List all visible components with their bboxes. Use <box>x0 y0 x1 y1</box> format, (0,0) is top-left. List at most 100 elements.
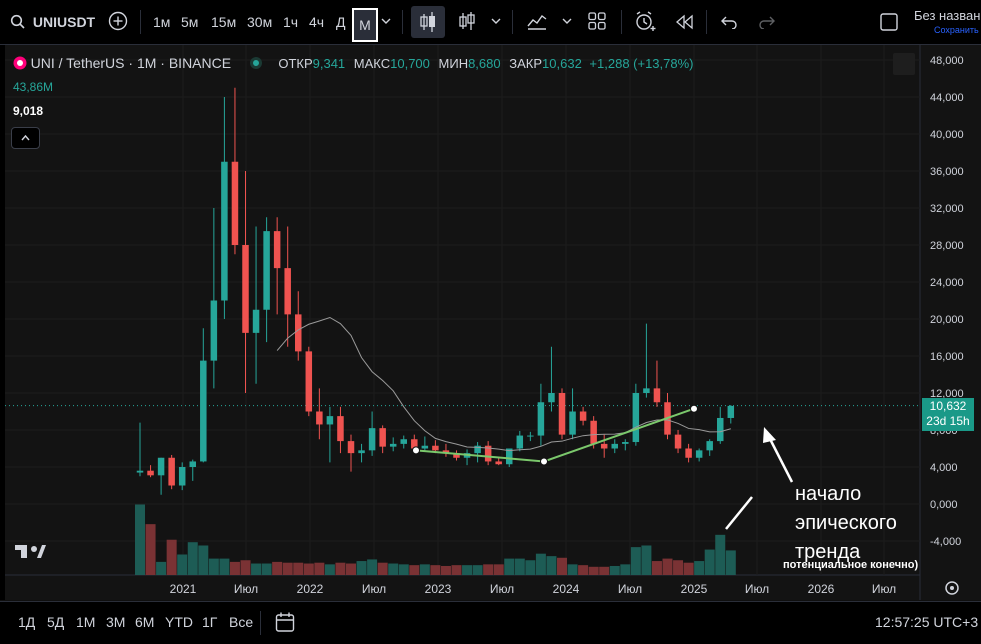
price-axis[interactable]: 48,000 44,000 40,000 36,000 32,000 28,000 24,0… <box>930 55 964 548</box>
close-label: ЗАКР <box>509 56 543 71</box>
range-3m[interactable]: 3М <box>106 614 126 630</box>
volume-bar <box>356 561 367 575</box>
area-chart-icon <box>527 15 547 30</box>
range-ytd[interactable]: YTD <box>165 614 193 630</box>
settings-gear-icon[interactable] <box>945 581 959 595</box>
interval-1h[interactable]: 1ч <box>283 14 299 30</box>
last-price: 10,632 <box>929 399 967 413</box>
candles-chart-type-button[interactable] <box>411 6 445 38</box>
undo-button[interactable] <box>720 10 738 34</box>
range-6m[interactable]: 6М <box>135 614 155 630</box>
toolbar-divider <box>621 10 622 34</box>
volume-bar <box>557 557 567 575</box>
change-value: +1,288 (+13,78%) <box>589 56 694 71</box>
candle-body <box>337 416 344 442</box>
goto-date-button[interactable] <box>275 611 295 636</box>
range-1m[interactable]: 1М <box>76 614 96 630</box>
time-tick-label: Июл <box>234 582 258 596</box>
range-5d[interactable]: 5Д <box>47 614 65 630</box>
indicators-dropdown[interactable] <box>561 10 573 34</box>
time-tick-label: Июл <box>490 582 514 596</box>
interval-day[interactable]: Д <box>336 14 346 30</box>
annotation-line-3: тренда <box>795 541 861 563</box>
layout-name[interactable]: Без назван <box>914 8 981 23</box>
scale-settings-button[interactable] <box>893 53 915 75</box>
candle-body <box>210 300 218 361</box>
volume-bar <box>251 563 262 575</box>
legend-title[interactable]: UNI / TetherUS · 1M · BINANCE <box>30 55 232 71</box>
candle-body <box>178 467 186 486</box>
range-1d[interactable]: 1Д <box>18 614 36 630</box>
time-axis[interactable]: 2021 Июл 2022 Июл 2023 Июл 2024 Июл 2025 Июл 2026 И… <box>170 582 897 596</box>
volume-bar <box>240 560 251 575</box>
candle-body <box>421 445 429 449</box>
symbol-search[interactable]: UNIUSDT <box>10 10 95 34</box>
range-1y[interactable]: 1Г <box>202 614 218 630</box>
candle-body <box>379 428 386 447</box>
range-all[interactable]: Все <box>229 614 254 630</box>
time-tick-label: Июл <box>618 582 642 596</box>
candlestick-icon <box>420 12 435 32</box>
candle-body <box>453 453 460 458</box>
candle-body <box>231 161 239 245</box>
chart-type-dropdown[interactable] <box>490 10 502 34</box>
bar-chart-type-icon <box>459 12 475 30</box>
compare-button[interactable] <box>108 10 128 34</box>
candle-body <box>252 309 260 333</box>
volume-bar <box>673 560 684 575</box>
collapse-legend-button[interactable] <box>11 127 40 149</box>
volume-bar <box>599 566 610 575</box>
volume-bar <box>303 563 314 575</box>
annotation-stroke <box>725 496 753 530</box>
redo-button[interactable] <box>758 10 776 34</box>
price-tick-label: 36,000 <box>930 166 964 178</box>
candle-body <box>284 268 291 315</box>
volume-bar <box>546 556 557 575</box>
interval-1m[interactable]: 1м <box>153 14 171 30</box>
interval-4h[interactable]: 4ч <box>309 14 325 30</box>
indicators-button[interactable] <box>456 10 478 34</box>
time-tick-label: 2021 <box>170 582 197 596</box>
candle-body <box>305 351 313 412</box>
volume-bar <box>694 561 705 575</box>
replay-button[interactable] <box>673 10 695 34</box>
candle-body <box>147 470 154 476</box>
candle-body <box>242 245 249 333</box>
interval-5m[interactable]: 5м <box>181 14 199 30</box>
candle-body <box>389 443 397 447</box>
volume-bar <box>272 561 283 575</box>
close-value: 10,632 <box>542 56 582 71</box>
interval-30m[interactable]: 30м <box>247 14 273 30</box>
chevron-down-icon <box>381 18 391 24</box>
layouts-button[interactable] <box>588 10 606 34</box>
interval-month[interactable]: М <box>352 8 378 42</box>
alarm-clock-icon <box>636 11 656 31</box>
clock-time[interactable]: 12:57:25 UTC+3 <box>875 614 979 630</box>
price-tick-label: 32,000 <box>930 203 964 215</box>
candle-body <box>516 435 524 449</box>
high-label: МАКС <box>353 56 391 71</box>
volume-bar <box>324 564 335 575</box>
indicators-menu-button[interactable] <box>526 10 548 34</box>
volume-bar <box>641 545 652 575</box>
chart-pane[interactable] <box>0 45 981 600</box>
price-chart[interactable]: 48,000 44,000 40,000 36,000 32,000 28,000 24,0… <box>0 45 981 600</box>
annotation-line-2: эпического <box>795 512 897 534</box>
interval-dropdown[interactable] <box>380 10 392 34</box>
uni-logo-icon <box>13 56 27 70</box>
symbol-legend: UNI / TetherUS · 1M · BINANCE ОТКР9,341 … <box>13 55 694 71</box>
time-tick-label: 2025 <box>681 582 708 596</box>
interval-15m[interactable]: 15м <box>211 14 237 30</box>
left-strip <box>0 45 5 600</box>
candle-body <box>326 416 334 425</box>
alert-button[interactable] <box>634 10 656 34</box>
user-drawings[interactable] <box>412 404 794 530</box>
volume-bar <box>525 560 536 575</box>
candle-body <box>653 388 661 403</box>
candle-body <box>674 434 682 449</box>
volume-bar <box>198 545 209 575</box>
candle-body <box>168 457 175 486</box>
layout-checkbox[interactable] <box>880 13 898 31</box>
save-link[interactable]: Сохранить <box>934 25 979 35</box>
volume-bar <box>567 564 578 575</box>
